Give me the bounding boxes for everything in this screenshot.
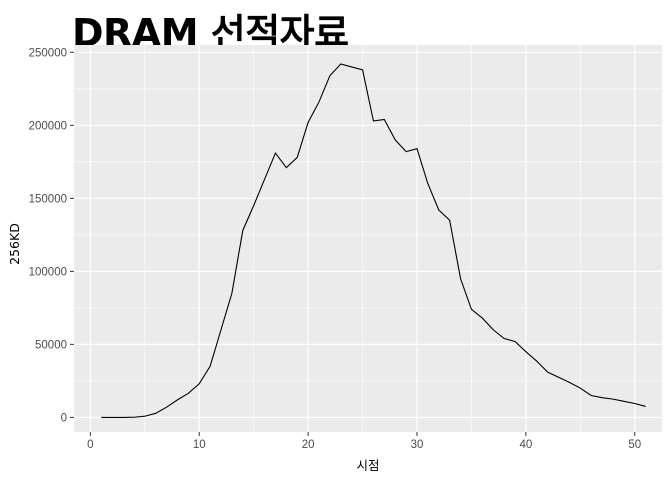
x-axis: 0 10 20 30 40 50 [87, 432, 641, 451]
x-axis-title: 시점 [356, 458, 379, 473]
x-tick-label: 50 [628, 439, 641, 451]
y-tick-label: 50000 [35, 339, 67, 351]
y-tick-label: 200000 [29, 120, 67, 132]
y-axis-title: 256KD [7, 223, 22, 265]
x-tick-label: 0 [87, 439, 93, 451]
y-axis: 0 50000 100000 150000 200000 250000 [29, 47, 74, 424]
y-tick-label: 150000 [29, 193, 67, 205]
x-tick-label: 10 [193, 439, 206, 451]
major-gridlines [74, 45, 662, 432]
y-tick-label: 0 [61, 412, 67, 424]
minor-gridlines [74, 45, 662, 432]
x-tick-label: 40 [519, 439, 532, 451]
x-tick-label: 30 [411, 439, 424, 451]
x-tick-label: 20 [302, 439, 315, 451]
series-line [101, 63, 646, 418]
y-tick-label: 250000 [29, 47, 67, 59]
y-tick-label: 100000 [29, 266, 67, 278]
plot-panel [74, 45, 662, 432]
